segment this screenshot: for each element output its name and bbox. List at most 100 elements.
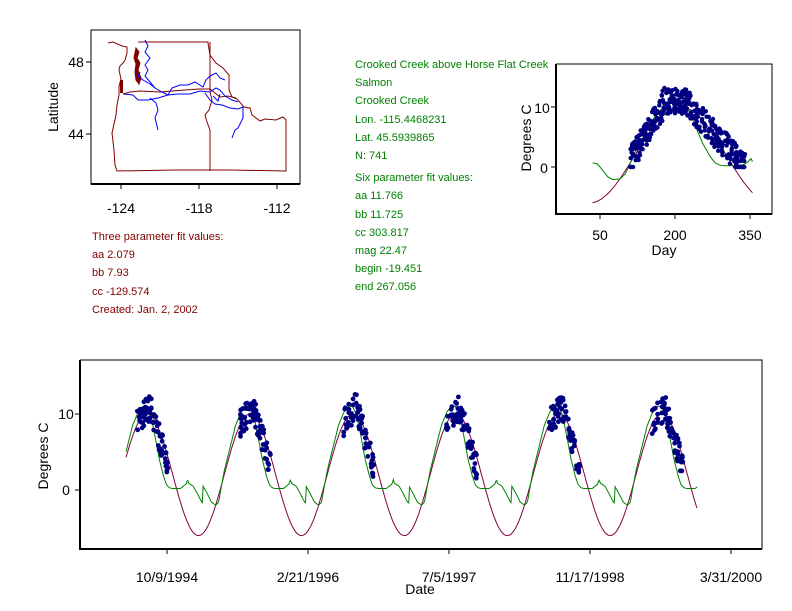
season-observed-point	[724, 143, 729, 148]
season-observed-point	[741, 164, 746, 170]
season-observed-point	[691, 122, 697, 127]
ts-observed-point	[464, 422, 470, 428]
ts-observed-point	[349, 422, 354, 428]
season-observed-point	[676, 102, 681, 107]
season-three-param-line	[592, 106, 753, 204]
ts-observed-point	[675, 436, 681, 441]
ts-observed-point	[142, 404, 148, 410]
ts-observed-point	[467, 440, 473, 446]
ts-observed-point	[450, 418, 456, 423]
season-observed-point	[670, 88, 675, 93]
map-river-snake	[204, 92, 244, 139]
season-observed-point	[694, 101, 699, 107]
ts-observed-point	[365, 442, 370, 447]
season-observed-point	[695, 114, 700, 120]
ts-observed-point	[466, 428, 472, 434]
ts-observed-point	[567, 428, 573, 434]
season-observed-point	[640, 132, 645, 137]
season-observed-point	[648, 118, 653, 124]
ts-observed-point	[354, 392, 359, 398]
season-observed-point	[694, 124, 699, 130]
season-observed-point	[678, 105, 683, 110]
ts-observed-point	[558, 417, 564, 422]
season-observed-point	[652, 105, 658, 111]
ts-ylabel: Degrees C	[35, 423, 51, 490]
season-observed-point	[693, 116, 698, 122]
ts-observed-point	[346, 410, 352, 416]
season-observed-point	[691, 101, 696, 106]
season-observed-point	[654, 115, 660, 121]
ts-observed-point	[363, 427, 368, 433]
ts-xtick-label: 11/17/1998	[555, 569, 624, 585]
ts-xlabel: Date	[405, 581, 435, 597]
season-observed-point	[726, 152, 731, 157]
ts-observed-point	[574, 466, 579, 472]
season-observed-point	[723, 138, 728, 143]
season-observed-point	[645, 121, 650, 126]
ts-observed-point	[345, 424, 350, 429]
ts-observed-point	[459, 412, 465, 418]
ts-observed-point	[666, 428, 672, 434]
season-observed-point	[720, 130, 725, 135]
season-observed-point	[683, 97, 688, 102]
season-observed-point	[643, 122, 648, 128]
ts-observed-point	[261, 427, 267, 433]
ts-observed-point	[444, 427, 450, 432]
ts-observed-point	[549, 427, 555, 433]
ts-observed-point	[556, 419, 561, 425]
season-observed-point	[699, 119, 705, 124]
ts-observed-point	[471, 468, 477, 474]
ts-observed-point	[138, 419, 144, 425]
ts-observed-point	[661, 401, 667, 407]
ts-observed-point	[370, 471, 376, 476]
season-observed-point	[730, 139, 736, 144]
season-observed-point	[667, 97, 672, 102]
season-observed-point	[640, 142, 645, 147]
season-observed-point	[665, 110, 670, 116]
season-observed-point	[673, 92, 679, 97]
ts-observed-point	[651, 406, 657, 412]
six-param-begin: begin -19.451	[355, 263, 423, 276]
ts-observed-point	[145, 406, 151, 412]
season-observed-point	[688, 111, 693, 117]
ts-observed-point	[576, 461, 582, 467]
season-observed-point	[630, 152, 636, 157]
season-observed-point	[708, 118, 713, 124]
ts-observed-point	[552, 406, 557, 411]
season-observed-point	[631, 141, 637, 146]
season-observed-point	[738, 149, 743, 154]
ts-observed-point	[678, 455, 684, 461]
season-observed-point	[728, 156, 733, 162]
ts-observed-point	[349, 411, 354, 416]
ts-observed-point	[663, 411, 668, 417]
ts-observed-point	[144, 406, 150, 412]
ts-observed-point	[666, 406, 672, 412]
ts-observed-point	[151, 427, 157, 433]
season-observed-point	[740, 164, 745, 170]
season-observed-point	[651, 109, 656, 115]
ts-observed-point	[350, 413, 356, 419]
three-param-title: Three parameter fit values:	[92, 231, 224, 243]
ts-frame	[80, 359, 763, 549]
ts-observed-point	[455, 413, 461, 419]
ts-observed-point	[150, 412, 156, 417]
three-param-aa: aa 2.079	[92, 249, 135, 262]
season-observed-point	[720, 142, 725, 147]
ts-observed-point	[572, 439, 577, 445]
ts-observed-point	[563, 409, 569, 414]
ts-observed-point	[473, 475, 479, 481]
season-observed-point	[726, 134, 731, 139]
ts-observed-point	[257, 428, 263, 433]
season-observed-point	[636, 139, 641, 144]
season-observed-point	[690, 113, 695, 119]
season-observed-point	[649, 109, 655, 115]
season-observed-point	[630, 152, 636, 157]
map-state-boundary	[204, 91, 213, 171]
season-observed-point	[742, 154, 747, 159]
ts-observed-point	[356, 426, 362, 432]
ts-observed-point	[264, 445, 269, 451]
ts-observed-point	[577, 463, 583, 469]
ts-observed-point	[569, 430, 575, 436]
season-observed-point	[709, 136, 714, 141]
season-observed-point	[655, 110, 660, 116]
